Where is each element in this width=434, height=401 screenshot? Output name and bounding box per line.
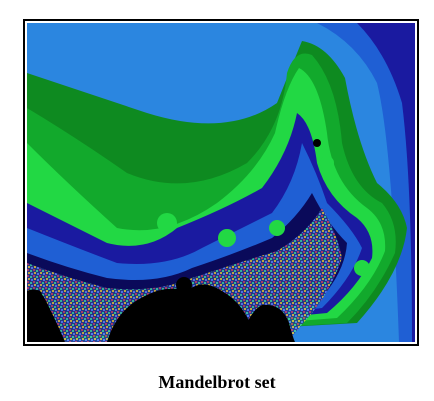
figure-caption: Mandelbrot set bbox=[158, 372, 276, 392]
bulb bbox=[218, 229, 236, 247]
mandelbrot-fractal-image bbox=[27, 23, 415, 342]
mandelbrot-main-bulb bbox=[107, 284, 257, 342]
mandelbrot-bulb bbox=[32, 290, 42, 300]
mini-mandelbrot bbox=[313, 139, 321, 147]
bulb bbox=[354, 260, 370, 276]
bulb bbox=[157, 213, 177, 233]
mandelbrot-side-bulb bbox=[242, 304, 295, 342]
bulb bbox=[269, 220, 285, 236]
bulb bbox=[320, 156, 334, 170]
mandelbrot-left-bulb bbox=[27, 289, 65, 342]
mandelbrot-image-frame bbox=[23, 19, 419, 346]
mandelbrot-bulb bbox=[176, 277, 192, 293]
